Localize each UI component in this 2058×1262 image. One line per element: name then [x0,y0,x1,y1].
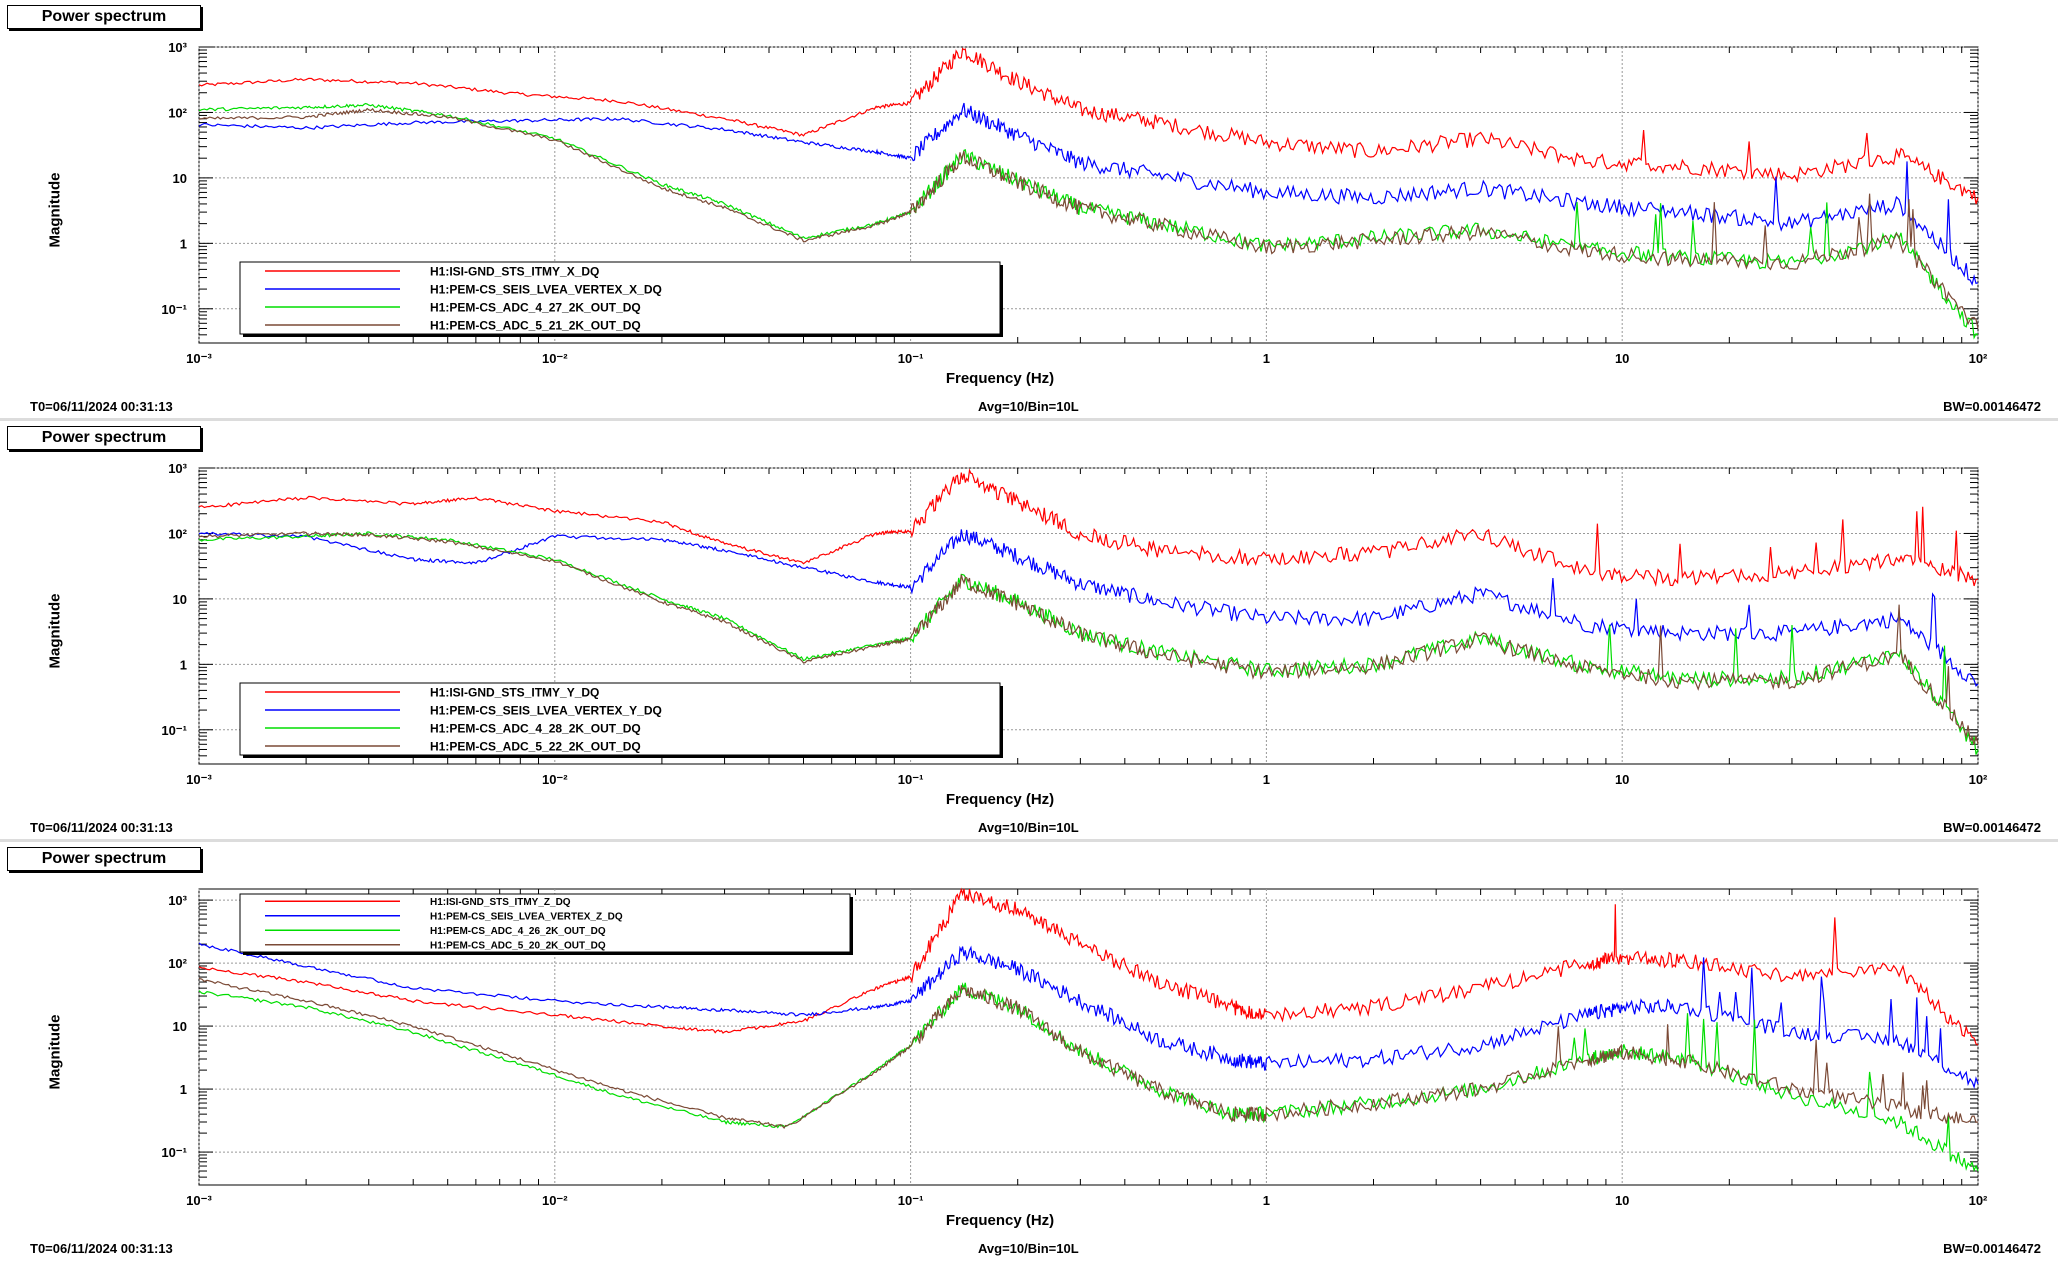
spectrum-panel-2: Power spectrum Magnitude 10⁻³ 10⁻² 10⁻¹ 1 10… [0,421,2058,841]
spectrum-plot: 10⁻³ 10⁻² 10⁻¹ 1 10 10² 10⁻¹ 1 10 10² 10³ H1:ISI-GN… [161,461,1988,787]
spectrum-plot: 10⁻³ 10⁻² 10⁻¹ 1 10 10² 10⁻¹ 1 10 10² 10³ H1:ISI-GN… [161,40,1988,366]
legend-label: H1:PEM-CS_SEIS_LVEA_VERTEX_Y_DQ [430,704,662,718]
legend-box [239,261,1001,335]
y-tick-label: 1 [180,657,187,672]
series-line-red [198,47,1979,205]
x-tick-label: 10 [1615,772,1629,787]
x-tick-label: 10⁻³ [186,351,212,366]
x-axis-label: Frequency (Hz) [945,791,1055,808]
legend-label: H1:PEM-CS_SEIS_LVEA_VERTEX_Z_DQ [430,912,623,923]
x-tick-label: 10² [1969,772,1988,787]
x-tick-label: 10² [1969,351,1988,366]
y-tick-label: 10³ [168,461,187,476]
x-tick-label: 10 [1615,1193,1629,1208]
y-tick-label: 10³ [168,893,187,908]
y-tick-label: 10² [168,956,187,971]
x-tick-label: 10² [1969,1193,1988,1208]
legend-label: H1:PEM-CS_ADC_4_26_2K_OUT_DQ [430,926,606,937]
x-tick-label: 1 [1263,351,1270,366]
panel-title: Power spectrum [7,5,201,29]
series-line-brown [198,107,1979,329]
series-line-green [198,102,1979,340]
y-tick-label: 10³ [168,40,187,55]
y-tick-label: 10⁻¹ [161,302,187,317]
panel-title: Power spectrum [7,847,201,871]
footer-bw: BW=0.00146472 [1943,399,2041,414]
legend-label: H1:PEM-CS_ADC_5_21_2K_OUT_DQ [430,319,641,333]
series-line-red [198,468,1979,588]
series-line-green [198,531,1979,755]
footer-t0: T0=06/11/2024 00:31:13 [30,399,173,414]
x-tick-label: 10⁻³ [186,1193,212,1208]
y-tick-label: 10² [168,105,187,120]
y-tick-label: 1 [180,236,187,251]
footer-avg: Avg=10/Bin=10L [978,820,1079,835]
footer-avg: Avg=10/Bin=10L [978,1241,1079,1256]
x-tick-label: 1 [1263,1193,1270,1208]
legend-label: H1:PEM-CS_ADC_5_22_2K_OUT_DQ [430,740,641,754]
series-line-brown [198,977,1979,1130]
series-line-brown [198,531,1979,745]
x-tick-label: 10 [1615,351,1629,366]
spectrum-panel-1: Power spectrum Magnitude 10⁻³ 10⁻² 10⁻¹ 1 10… [0,0,2058,420]
x-tick-label: 10⁻³ [186,772,212,787]
spectrum-panel-3: Power spectrum Magnitude 10⁻³ 10⁻² 10⁻¹ 1 10… [0,842,2058,1262]
footer-t0: T0=06/11/2024 00:31:13 [30,1241,173,1256]
y-tick-label: 10 [173,171,187,186]
x-axis-label: Frequency (Hz) [945,1212,1055,1229]
x-tick-label: 1 [1263,772,1270,787]
y-tick-label: 10² [168,526,187,541]
legend-label: H1:PEM-CS_ADC_4_28_2K_OUT_DQ [430,722,641,736]
legend-label: H1:ISI-GND_STS_ITMY_X_DQ [430,265,599,279]
legend-label: H1:PEM-CS_ADC_5_20_2K_OUT_DQ [430,941,606,952]
x-tick-label: 10⁻¹ [898,772,924,787]
series-line-blue [198,102,1979,286]
x-tick-label: 10⁻¹ [898,1193,924,1208]
series-line-blue [198,529,1979,687]
legend-label: H1:ISI-GND_STS_ITMY_Z_DQ [430,897,571,908]
y-tick-label: 10⁻¹ [161,723,187,738]
footer-bw: BW=0.00146472 [1943,820,2041,835]
footer-avg: Avg=10/Bin=10L [978,399,1079,414]
panel-title: Power spectrum [7,426,201,450]
legend-label: H1:ISI-GND_STS_ITMY_Y_DQ [430,686,599,700]
y-tick-label: 10 [173,592,187,607]
legend-box [239,893,851,953]
legend-label: H1:PEM-CS_SEIS_LVEA_VERTEX_X_DQ [430,283,662,297]
x-tick-label: 10⁻² [542,772,568,787]
x-tick-label: 10⁻¹ [898,351,924,366]
x-tick-label: 10⁻² [542,351,568,366]
x-tick-label: 10⁻² [542,1193,568,1208]
legend-label: H1:PEM-CS_ADC_4_27_2K_OUT_DQ [430,301,641,315]
footer-bw: BW=0.00146472 [1943,1241,2041,1256]
legend-box [239,682,1001,756]
y-tick-label: 10 [173,1019,187,1034]
x-axis-label: Frequency (Hz) [945,370,1055,387]
series-line-red [198,887,1979,1046]
footer-t0: T0=06/11/2024 00:31:13 [30,820,173,835]
y-tick-label: 1 [180,1082,187,1097]
series-line-blue [198,942,1979,1089]
y-tick-label: 10⁻¹ [161,1145,187,1160]
spectrum-plot: 10⁻³ 10⁻² 10⁻¹ 1 10 10² 10⁻¹ 1 10 10² 10³ H1:ISI-GN… [161,887,1988,1208]
